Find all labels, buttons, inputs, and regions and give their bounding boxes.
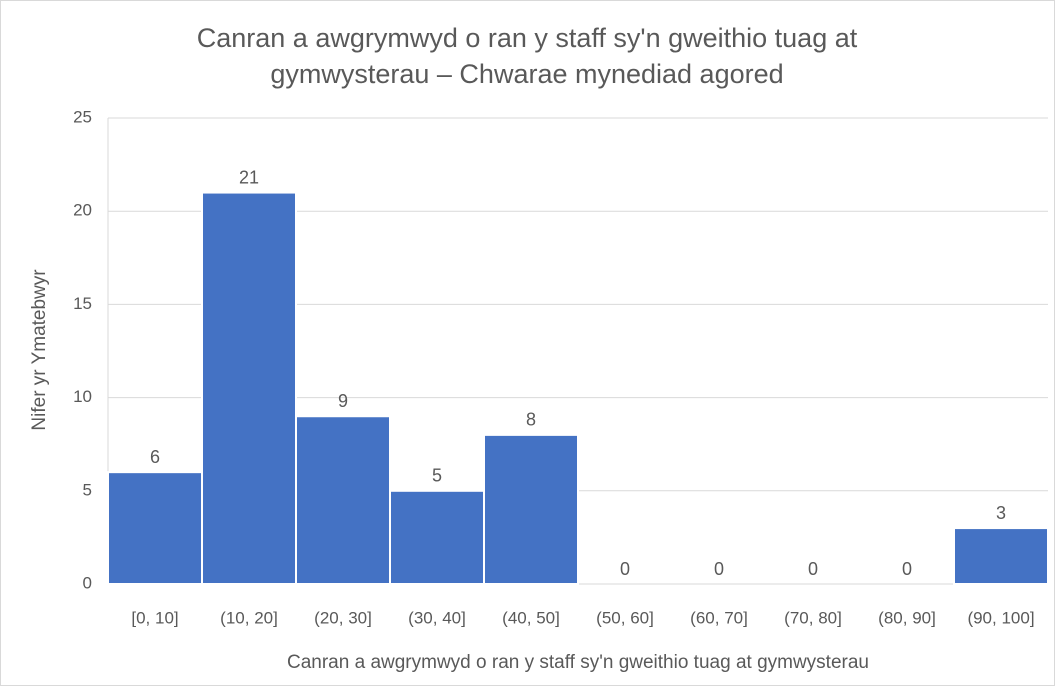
x-tick-label: (50, 60] bbox=[596, 608, 654, 627]
data-label: 0 bbox=[902, 559, 912, 579]
x-tick-label: (70, 80] bbox=[784, 608, 842, 627]
x-tick-label: (40, 50] bbox=[502, 608, 560, 627]
y-axis-label: Nifer yr Ymatebwyr bbox=[29, 269, 50, 431]
data-label: 0 bbox=[620, 559, 630, 579]
bar bbox=[483, 433, 579, 585]
x-tick-label: (90, 100] bbox=[967, 608, 1034, 627]
bar bbox=[295, 415, 391, 585]
bar bbox=[953, 527, 1049, 586]
y-tick-label: 25 bbox=[73, 107, 92, 126]
y-tick-label: 15 bbox=[73, 294, 92, 313]
data-label: 9 bbox=[338, 391, 348, 411]
x-tick-label: [0, 10] bbox=[131, 608, 178, 627]
x-tick-label: (20, 30] bbox=[314, 608, 372, 627]
data-label: 0 bbox=[808, 559, 818, 579]
data-label: 3 bbox=[996, 503, 1006, 523]
y-tick-label: 20 bbox=[73, 201, 92, 220]
data-label: 8 bbox=[526, 410, 536, 430]
data-label: 0 bbox=[714, 559, 724, 579]
x-tick-label: (80, 90] bbox=[878, 608, 936, 627]
y-tick-label: 5 bbox=[83, 480, 92, 499]
chart-title: Canran a awgrymwyd o ran y staff sy'n gw… bbox=[196, 23, 858, 89]
bar bbox=[107, 471, 203, 585]
x-tick-label: (10, 20] bbox=[220, 608, 278, 627]
data-label: 5 bbox=[432, 466, 442, 486]
bar bbox=[201, 191, 297, 585]
bar bbox=[389, 489, 485, 585]
x-tick-label: (60, 70] bbox=[690, 608, 748, 627]
y-tick-label: 0 bbox=[83, 573, 92, 592]
y-tick-label: 10 bbox=[73, 387, 92, 406]
x-axis-label: Canran a awgrymwyd o ran y staff sy'n gw… bbox=[287, 652, 869, 673]
data-label: 21 bbox=[239, 167, 259, 187]
x-tick-label: (30, 40] bbox=[408, 608, 466, 627]
data-label: 6 bbox=[150, 447, 160, 467]
